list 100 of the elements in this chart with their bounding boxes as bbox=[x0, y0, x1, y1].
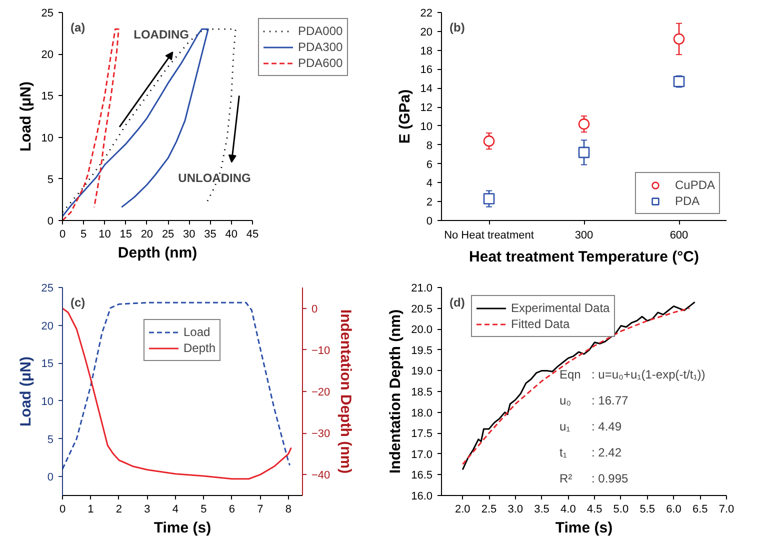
y-tick-label: 16.0 bbox=[411, 490, 433, 502]
x-tick-label: 4.0 bbox=[560, 504, 576, 516]
point bbox=[578, 118, 590, 130]
annotation: (a) bbox=[70, 20, 86, 34]
annotation: R² bbox=[560, 472, 572, 486]
legend-label: CuPDA bbox=[674, 177, 715, 193]
y-axis-title: Load (μN) bbox=[17, 81, 34, 152]
y-tick-label: 19.0 bbox=[411, 366, 433, 378]
x-tick-label: 40 bbox=[225, 228, 238, 240]
legend-label: Fitted Data bbox=[511, 316, 570, 332]
x-tick-label: 3.5 bbox=[534, 504, 550, 516]
x-tick-label: 600 bbox=[670, 230, 688, 242]
y-tick-label: 20 bbox=[420, 26, 433, 38]
annotation: t₁ bbox=[560, 446, 567, 460]
annotation: : 0.995 bbox=[592, 472, 629, 486]
point bbox=[578, 146, 590, 158]
x-tick-label: 15 bbox=[120, 228, 132, 240]
y-tick-label: 4 bbox=[426, 178, 433, 190]
x-tick-label: 3.0 bbox=[508, 504, 524, 516]
y-tick-label: 25 bbox=[41, 282, 54, 294]
y-tick-label: 10 bbox=[41, 396, 54, 408]
x-tick-label: 6.0 bbox=[666, 504, 682, 516]
x-axis-title: Heat treatment Temperature (°C) bbox=[469, 248, 699, 266]
x-tick-label: 4.5 bbox=[586, 504, 602, 516]
point bbox=[483, 193, 495, 204]
point bbox=[673, 76, 685, 88]
y-tick-label: 22 bbox=[420, 8, 433, 20]
y-tick-label: 10 bbox=[41, 132, 54, 144]
x-tick-label: 30 bbox=[183, 228, 196, 240]
y-tick-label: 20 bbox=[41, 320, 54, 332]
y-tick-label: 20.0 bbox=[411, 324, 433, 336]
y-tick-label: 2 bbox=[426, 196, 433, 209]
y-tick-label: 21.0 bbox=[411, 282, 433, 294]
legend-label: PDA bbox=[674, 193, 700, 209]
y2-tick-label: −10 bbox=[312, 344, 330, 357]
y-tick-label: 5 bbox=[47, 434, 54, 446]
y2-tick-label: 0 bbox=[312, 303, 318, 316]
y-tick-label: 16.5 bbox=[411, 470, 433, 482]
legend-label: PDA300 bbox=[298, 39, 343, 55]
x-tick-label: 3 bbox=[144, 504, 150, 516]
x-tick-label: 2.0 bbox=[454, 504, 470, 516]
y2-tick-label: −40 bbox=[312, 470, 330, 482]
x-tick-label: 8 bbox=[285, 504, 292, 516]
x-tick-label: 300 bbox=[574, 230, 594, 242]
annotation: : 2.42 bbox=[592, 446, 622, 460]
y-tick-label: 0 bbox=[47, 472, 54, 484]
x-tick-label: 35 bbox=[204, 228, 216, 240]
legend-label: Depth bbox=[183, 340, 216, 356]
annotation: : 4.49 bbox=[592, 420, 622, 434]
x-tick-label: No Heat treatment bbox=[444, 230, 534, 242]
x-tick-label: 20 bbox=[140, 228, 154, 240]
annotation: : u=u₀+u₁(1-exp(-t/t₁)) bbox=[592, 368, 706, 382]
y-tick-label: 15 bbox=[41, 358, 54, 370]
y-tick-label: 17.0 bbox=[411, 448, 433, 461]
y-tick-label: 17.5 bbox=[411, 428, 433, 440]
x-tick-label: 5 bbox=[80, 228, 87, 240]
annotation: UNLOADING bbox=[178, 171, 251, 186]
y-tick-label: 25 bbox=[41, 8, 54, 20]
annotation: u₀ bbox=[560, 394, 572, 408]
y-tick-label: 20.5 bbox=[411, 303, 433, 316]
x-tick-label: 2 bbox=[116, 504, 122, 516]
legend-label: Experimental Data bbox=[511, 300, 610, 316]
y2-tick-label: −30 bbox=[312, 428, 330, 440]
y-tick-label: 18 bbox=[420, 45, 433, 58]
x-axis-title: Depth (nm) bbox=[118, 244, 198, 262]
annotation: (c) bbox=[70, 296, 86, 310]
y-tick-label: 10 bbox=[420, 120, 433, 133]
y-tick-label: 5 bbox=[47, 174, 54, 186]
x-tick-label: 2.5 bbox=[481, 504, 497, 516]
y-tick-label: 16 bbox=[420, 64, 433, 76]
annotation: (d) bbox=[450, 296, 465, 310]
y2-tick-label: −20 bbox=[312, 386, 330, 398]
y-tick-label: 19.5 bbox=[411, 344, 433, 357]
x-tick-label: 5 bbox=[200, 504, 207, 516]
y-tick-label: 0 bbox=[426, 216, 433, 228]
x-tick-label: 0 bbox=[59, 504, 66, 516]
annotation: u₁ bbox=[560, 420, 570, 434]
x-tick-label: 45 bbox=[246, 228, 259, 240]
y-axis-title: Load (μN) bbox=[17, 356, 34, 426]
y-axis-title: E (GPa) bbox=[396, 89, 414, 144]
y-tick-label: 15 bbox=[41, 90, 54, 103]
y-tick-label: 12 bbox=[420, 102, 433, 114]
y-tick-label: 0 bbox=[47, 216, 54, 228]
annotation: Eqn bbox=[560, 368, 581, 382]
x-tick-label: 6.5 bbox=[692, 504, 708, 516]
annotation: : 16.77 bbox=[592, 394, 629, 408]
x-tick-label: 5.5 bbox=[640, 504, 655, 516]
y-tick-label: 8 bbox=[426, 140, 433, 152]
annotation: (b) bbox=[450, 20, 465, 34]
x-tick-label: 4 bbox=[172, 504, 179, 516]
legend-label: PDA000 bbox=[298, 23, 343, 39]
x-tick-label: 25 bbox=[162, 228, 174, 240]
y-tick-label: 20 bbox=[41, 49, 54, 62]
x-tick-label: 10 bbox=[98, 228, 111, 240]
x-tick-label: 5.0 bbox=[613, 504, 629, 516]
x-tick-label: 6 bbox=[228, 504, 235, 516]
y-tick-label: 14 bbox=[420, 83, 433, 96]
x-tick-label: 7.0 bbox=[718, 504, 734, 516]
point bbox=[483, 135, 495, 147]
x-tick-label: 7 bbox=[257, 504, 264, 516]
